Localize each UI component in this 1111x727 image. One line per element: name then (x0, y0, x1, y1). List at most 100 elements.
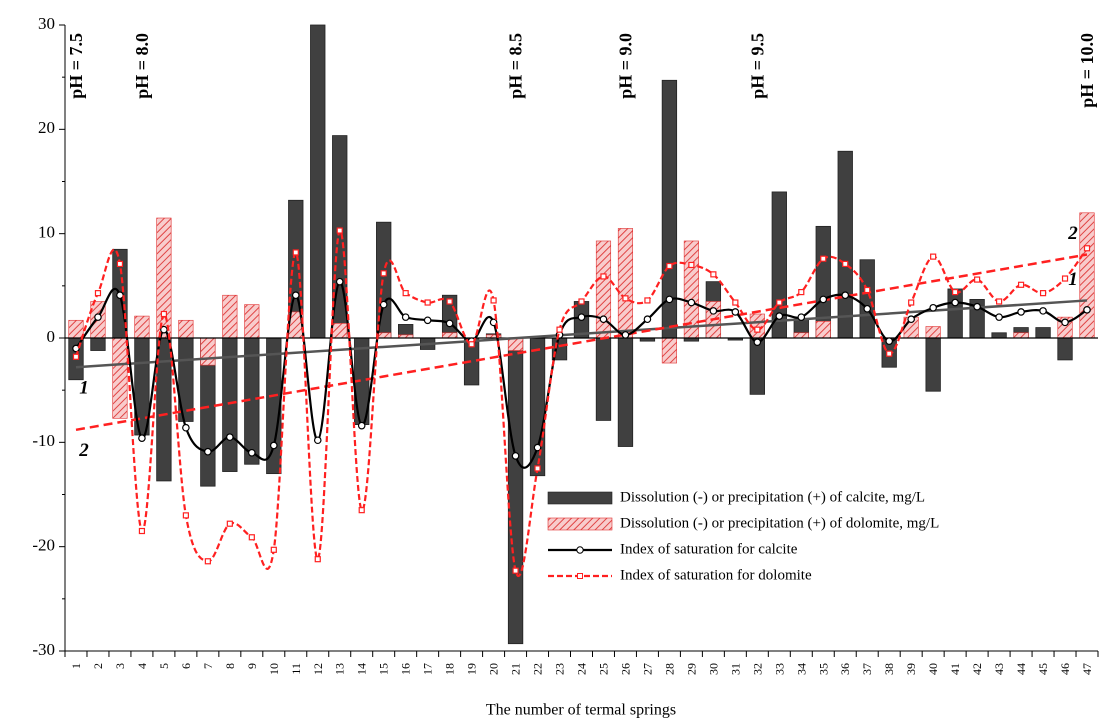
x-tick-label: 40 (926, 663, 940, 675)
marker (819, 295, 828, 304)
marker (665, 295, 674, 304)
bar (617, 228, 634, 339)
marker (292, 249, 299, 256)
x-tick-label: 47 (1080, 663, 1094, 675)
x-tick-label: 9 (245, 663, 259, 669)
x-tick-label: 10 (267, 663, 281, 675)
marker (490, 297, 497, 304)
x-tick-label: 21 (509, 663, 523, 675)
marker (710, 271, 717, 278)
marker (864, 286, 871, 294)
marker (1061, 318, 1069, 327)
marker (842, 260, 849, 268)
bar (991, 332, 1007, 339)
bar (508, 337, 524, 351)
x-tick-label: 5 (157, 663, 171, 669)
bar (837, 150, 853, 339)
marker (929, 303, 937, 312)
marker (248, 534, 255, 541)
trendline-label: 1 (79, 378, 89, 399)
x-tick-label: 13 (333, 663, 347, 675)
marker (379, 300, 388, 309)
marker (687, 298, 696, 307)
bar (925, 337, 941, 392)
bar (1013, 332, 1029, 339)
x-tick-label: 27 (640, 663, 654, 675)
x-tick-label: 24 (575, 663, 589, 675)
marker (556, 326, 563, 333)
bar (310, 24, 326, 339)
marker (138, 527, 146, 535)
marker (446, 298, 453, 305)
marker (952, 288, 959, 296)
y-tick-label: 30 (38, 14, 55, 33)
marker (468, 341, 475, 348)
x-tick-label: 11 (289, 663, 303, 675)
x-axis-title: The number of termal springs (486, 702, 676, 719)
annotation: pH = 10.0 (1077, 33, 1097, 108)
marker (907, 315, 915, 324)
bar (793, 332, 809, 339)
marker (1039, 290, 1047, 297)
legend-swatch (547, 517, 613, 531)
marker (401, 313, 410, 321)
x-tick-label: 22 (531, 663, 545, 675)
y-tick-label: 10 (38, 223, 55, 242)
marker (248, 448, 256, 457)
marker (1083, 306, 1091, 314)
x-tick-label: 20 (487, 663, 501, 675)
marker (336, 227, 343, 234)
marker (116, 291, 124, 300)
marker (160, 310, 168, 318)
trendline (75, 299, 1088, 369)
x-tick-label: 44 (1014, 663, 1028, 675)
marker (270, 546, 277, 553)
marker (599, 315, 608, 324)
marker (974, 276, 981, 283)
bar (156, 217, 172, 339)
bar (595, 337, 612, 421)
bar (134, 315, 150, 339)
marker (863, 304, 872, 313)
bar (90, 337, 106, 351)
bar (1079, 212, 1095, 339)
bar (112, 337, 128, 419)
marker (489, 318, 498, 327)
marker (357, 421, 366, 430)
marker (182, 512, 189, 519)
legend-marker (577, 573, 583, 579)
marker (226, 520, 233, 527)
y-tick-label: 20 (38, 118, 55, 137)
trendline-label: 1 (1068, 269, 1078, 290)
marker (841, 291, 850, 300)
bar (859, 259, 875, 339)
marker (160, 325, 168, 334)
x-tick-label: 46 (1058, 663, 1072, 675)
marker (1017, 281, 1025, 288)
y-tick-label: -30 (32, 640, 55, 659)
marker (643, 315, 652, 324)
marker (423, 316, 432, 325)
marker (402, 290, 409, 297)
x-tick-label: 33 (772, 663, 786, 675)
marker (358, 507, 365, 514)
marker (94, 313, 102, 321)
marker (995, 313, 1003, 321)
bar (200, 337, 216, 366)
marker (644, 297, 651, 304)
marker (973, 302, 981, 311)
marker (886, 350, 893, 357)
marker (512, 567, 519, 574)
x-tick-label: 8 (223, 663, 237, 669)
bar (947, 288, 963, 339)
x-tick-label: 41 (948, 663, 962, 675)
bar (529, 337, 546, 477)
bar (442, 332, 458, 339)
bar (222, 294, 238, 339)
marker (138, 434, 146, 442)
marker (731, 308, 740, 316)
trendline-label: 2 (78, 440, 89, 461)
marker (424, 299, 431, 306)
marker (116, 260, 124, 268)
